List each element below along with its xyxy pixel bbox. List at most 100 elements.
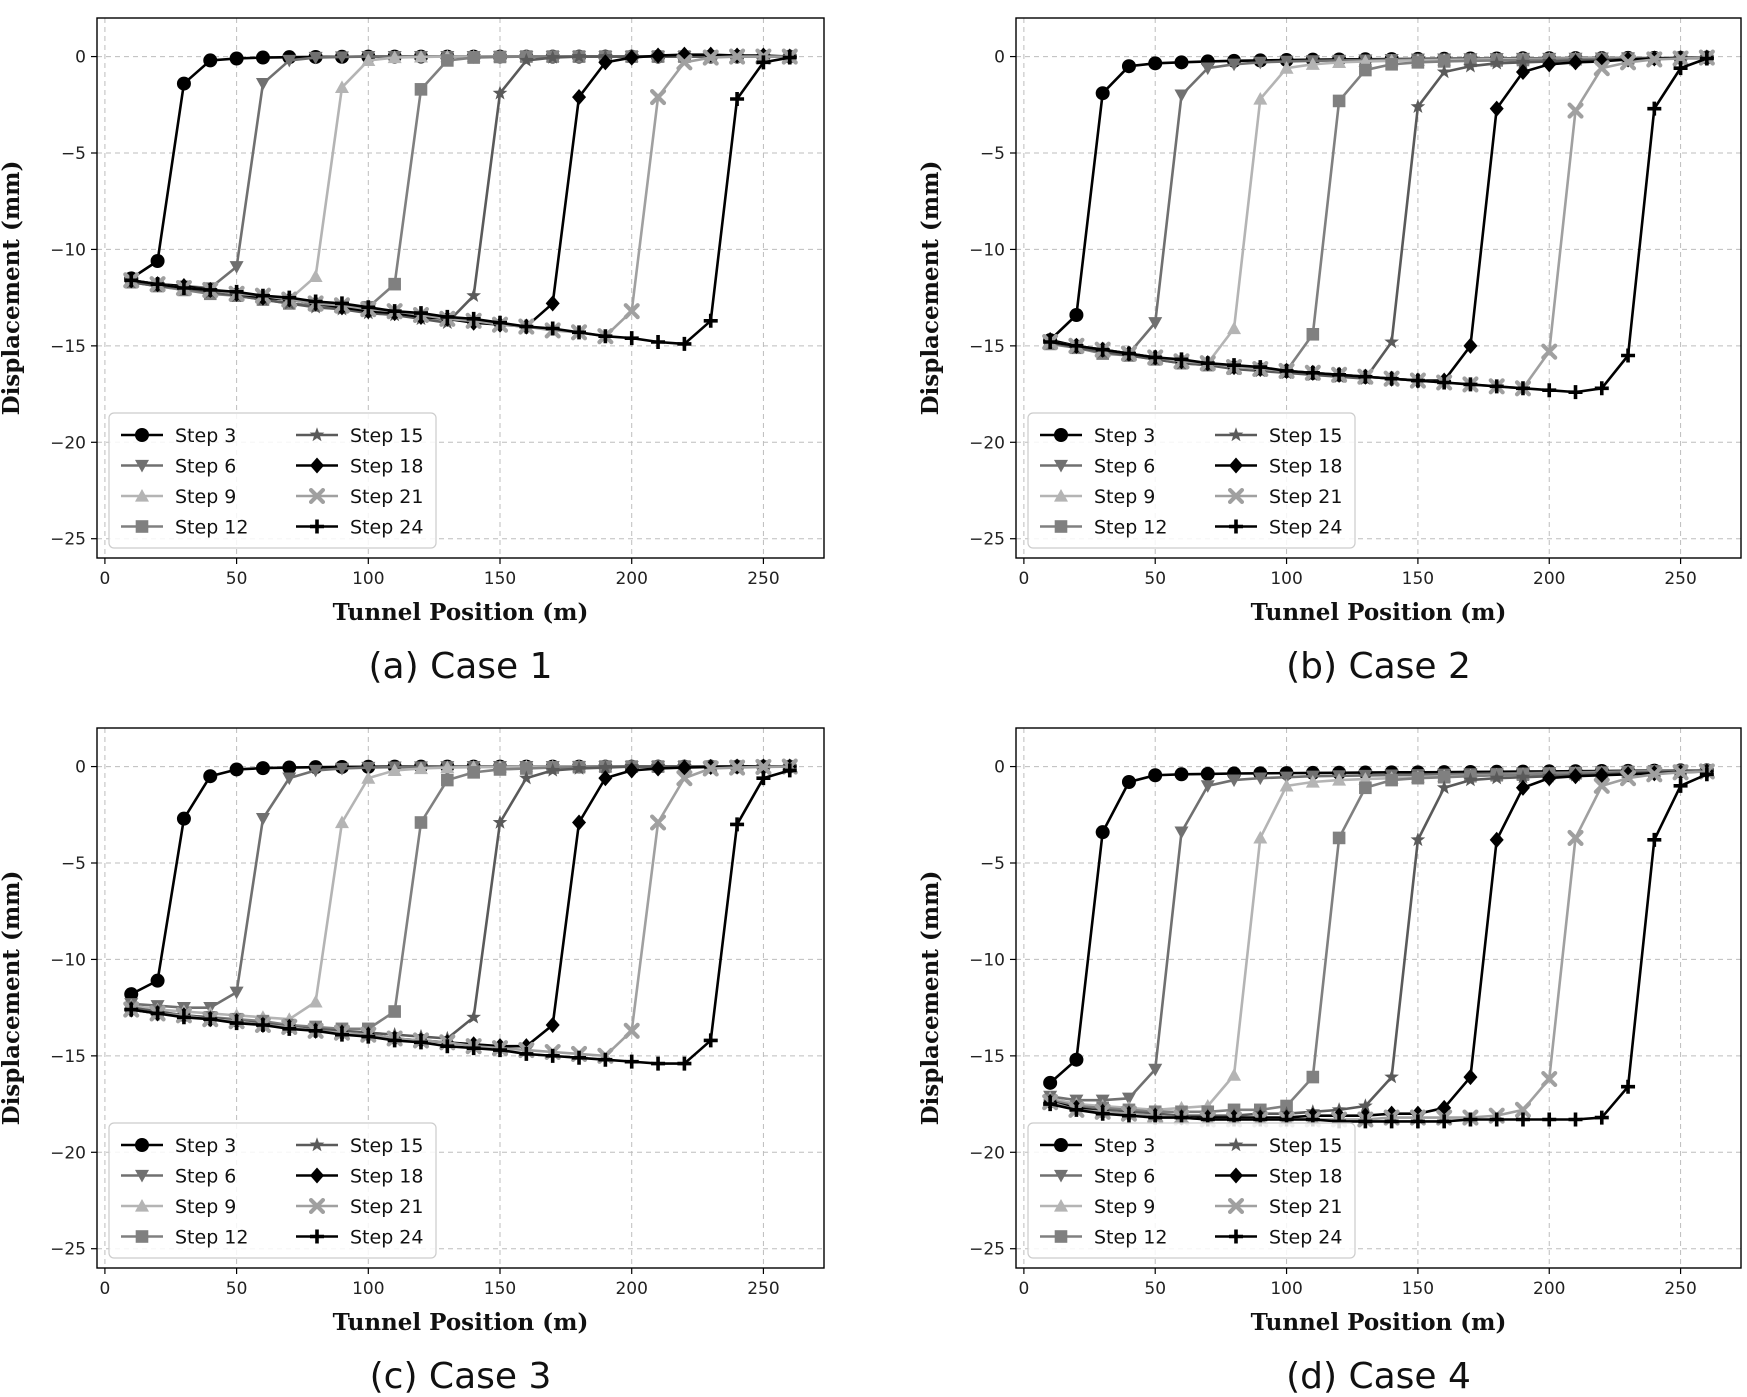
x-axis-label: Tunnel Position (m) <box>333 1309 589 1336</box>
data-point <box>387 1033 402 1048</box>
legend-marker <box>1229 519 1243 534</box>
legend-entry: Step 21 <box>296 1196 423 1218</box>
legend-label: Step 15 <box>350 425 423 447</box>
data-point <box>1253 772 1268 786</box>
data-point <box>1411 56 1425 69</box>
data-point <box>703 313 718 328</box>
data-point <box>150 277 165 292</box>
data-point <box>651 47 666 64</box>
legend-marker <box>1229 1229 1243 1244</box>
data-point <box>1699 51 1714 66</box>
legend-label: Step 3 <box>175 425 236 447</box>
data-point <box>1095 86 1110 101</box>
legend-marker <box>308 1197 326 1215</box>
data-point <box>651 335 666 349</box>
data-point <box>255 288 270 303</box>
x-tick-label: 0 <box>99 569 110 589</box>
x-tick-label: 250 <box>1664 1279 1696 1299</box>
data-point <box>388 1005 401 1018</box>
data-point <box>624 762 639 779</box>
data-point <box>440 760 455 774</box>
data-point <box>755 758 772 776</box>
y-tick-label: −20 <box>50 433 86 453</box>
data-point <box>1673 778 1688 793</box>
legend-label: Step 12 <box>175 517 248 539</box>
legend-marker <box>309 1137 325 1152</box>
data-point <box>361 771 376 784</box>
data-point <box>229 51 244 66</box>
data-point <box>466 288 481 302</box>
data-point <box>1148 768 1163 783</box>
data-point <box>493 315 508 330</box>
x-tick-label: 150 <box>484 1279 516 1299</box>
y-tick-label: −15 <box>969 337 1005 357</box>
data-point <box>255 813 270 826</box>
data-point <box>150 254 165 268</box>
legend-entry: Step 12 <box>1040 517 1167 539</box>
data-point <box>1148 350 1163 365</box>
series-line <box>131 765 790 1058</box>
series-step-12 <box>124 760 797 1036</box>
legend-marker <box>308 487 326 505</box>
data-point <box>282 760 297 775</box>
series-step-24 <box>124 50 797 351</box>
data-point <box>1200 766 1215 781</box>
series-line <box>130 55 790 280</box>
series-line <box>131 53 790 328</box>
series-line <box>131 765 790 1031</box>
data-point <box>1646 51 1663 68</box>
data-point <box>1043 335 1058 349</box>
data-point <box>414 83 428 96</box>
legend-entry: Step 9 <box>121 486 236 508</box>
data-point <box>282 1021 297 1036</box>
legend-label: Step 15 <box>1269 1135 1342 1157</box>
data-point <box>1148 317 1163 330</box>
data-point <box>1279 363 1294 378</box>
x-tick-label: 100 <box>1270 569 1302 589</box>
series-step-9 <box>124 49 797 306</box>
legend-entry: Step 3 <box>121 425 236 447</box>
data-point <box>1227 1068 1242 1081</box>
data-point <box>413 1035 428 1050</box>
data-point <box>1567 829 1584 846</box>
legend-label: Step 24 <box>350 1227 423 1249</box>
x-tick-label: 100 <box>1270 1279 1302 1299</box>
data-point <box>1436 780 1452 795</box>
legend-marker <box>1227 487 1245 505</box>
data-point <box>493 1043 508 1058</box>
data-point <box>124 273 139 288</box>
data-point <box>1514 1101 1532 1118</box>
y-tick-label: −20 <box>969 1143 1005 1163</box>
data-point <box>1384 334 1399 349</box>
x-tick-label: 200 <box>1533 569 1565 589</box>
data-point <box>651 760 666 777</box>
data-point <box>229 762 244 777</box>
legend-label: Step 9 <box>1094 486 1155 508</box>
legend-marker <box>1229 1167 1243 1184</box>
data-point <box>520 762 533 775</box>
x-tick-label: 50 <box>226 1279 248 1299</box>
legend-label: Step 15 <box>1269 425 1342 447</box>
data-point <box>623 303 640 320</box>
data-point <box>1594 381 1609 396</box>
data-point <box>493 763 507 776</box>
data-point <box>1384 371 1399 386</box>
data-point <box>361 53 376 67</box>
legend: Step 3 Step 6 Step 9 Step 12 Step 15 Step 18 S… <box>1027 412 1356 549</box>
x-tick-label: 0 <box>1018 1279 1029 1299</box>
legend-marker <box>1054 1199 1068 1212</box>
data-point <box>308 994 323 1008</box>
data-point <box>229 986 244 1000</box>
data-point <box>282 290 297 305</box>
data-point <box>1095 1106 1110 1121</box>
data-point <box>1515 54 1531 69</box>
data-point <box>1279 771 1294 785</box>
series-step-3 <box>1043 763 1714 1090</box>
data-point <box>1568 54 1583 71</box>
data-point <box>1489 831 1504 848</box>
data-point <box>545 321 560 336</box>
data-point <box>282 54 297 68</box>
data-point <box>1043 1075 1058 1090</box>
data-point <box>413 761 428 775</box>
